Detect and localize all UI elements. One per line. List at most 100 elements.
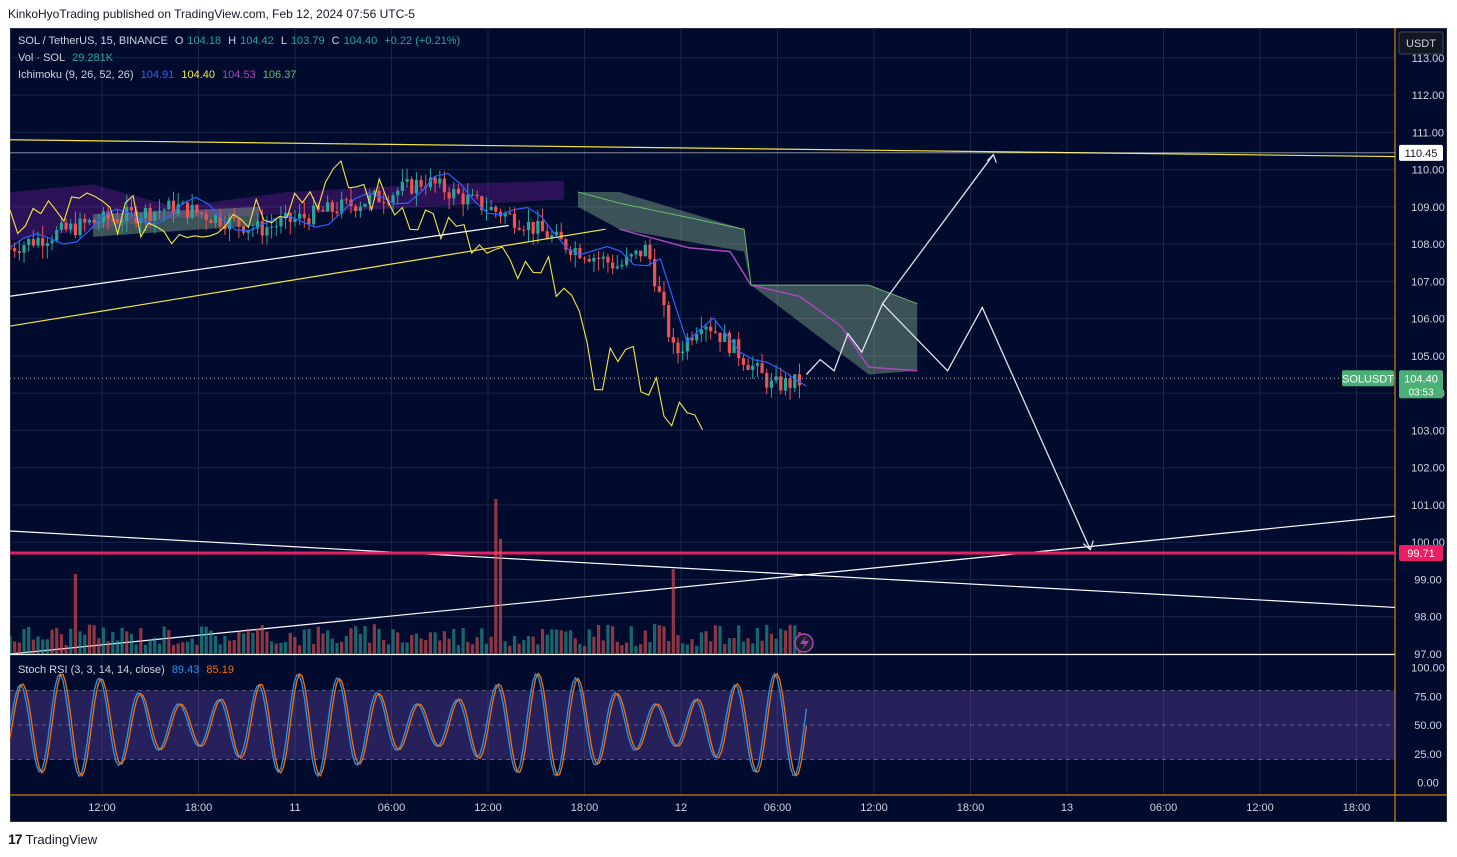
- projection-path-alt: [881, 154, 994, 305]
- candle-body: [45, 243, 49, 246]
- candle-body: [783, 378, 788, 391]
- candle-body: [69, 223, 73, 230]
- volume-bar: [55, 627, 59, 654]
- candle-body: [195, 204, 199, 213]
- volume-bar: [396, 632, 400, 654]
- candle-body: [769, 380, 774, 388]
- chikou-line: [10, 159, 703, 431]
- volume-bar: [424, 640, 428, 654]
- candle-body: [265, 227, 269, 236]
- candle-body: [115, 219, 120, 223]
- candle-body: [204, 213, 208, 220]
- candle-body: [536, 220, 540, 234]
- candle-body: [368, 195, 372, 204]
- candle-body: [344, 199, 348, 201]
- volume-bar: [13, 641, 17, 654]
- volume-bar: [293, 636, 297, 654]
- volume-bar: [326, 630, 330, 654]
- ichimoku-legend[interactable]: Ichimoku (9, 26, 52, 26) 104.91 104.40 1…: [18, 69, 300, 81]
- ichimoku-spanb-value: 104.53: [222, 69, 256, 81]
- time-tick-label: 12:00: [860, 802, 888, 814]
- candle-body: [171, 200, 176, 214]
- candle-body: [162, 209, 166, 211]
- volume-bar: [106, 641, 110, 654]
- candle-body: [727, 332, 731, 353]
- volume-bar: [587, 629, 591, 654]
- symbol-name[interactable]: SOL / TetherUS, 15, BINANCE: [18, 35, 168, 47]
- candle-body: [508, 213, 512, 215]
- volume-bar: [143, 644, 148, 654]
- level-support-badge-bg: [1399, 545, 1443, 562]
- chart-canvas[interactable]: 113.00112.00111.00110.00109.00108.00107.…: [10, 28, 1447, 822]
- stoch-d-line: [10, 672, 808, 778]
- projection-arrowhead-alt: [986, 153, 997, 163]
- volume-bar: [610, 626, 615, 654]
- candle-body: [657, 286, 661, 292]
- low-value: 103.79: [290, 35, 325, 47]
- candle-body: [97, 222, 101, 224]
- volume-legend[interactable]: Vol · SOL 29.281K: [18, 52, 117, 64]
- candles: [10, 168, 802, 400]
- symbol-tag-badge: SOLUSDT: [1342, 370, 1394, 387]
- candle-body: [797, 374, 802, 386]
- volume-bar: [167, 630, 171, 654]
- last-price-badge: [1399, 370, 1443, 399]
- volume-bar: [470, 644, 475, 654]
- candle-body: [241, 226, 246, 233]
- candle-body: [610, 262, 615, 269]
- candle-body: [760, 363, 764, 374]
- candle-body: [213, 215, 218, 223]
- stoch-legend[interactable]: Stoch RSI (3, 3, 14, 14, close) 89.43 85…: [18, 664, 238, 676]
- volume-bar: [195, 644, 199, 654]
- level-support-badge: 99.71: [1399, 545, 1443, 562]
- candle-body: [209, 219, 213, 223]
- footer-label: TradingView: [25, 831, 98, 847]
- volume-bar: [475, 637, 479, 654]
- volume-bar: [676, 635, 680, 654]
- trend-line-yellow-resistance: [10, 139, 1396, 158]
- price-tick-label: 109.00: [1411, 202, 1445, 214]
- volume-bar: [284, 641, 288, 654]
- candle-body: [307, 218, 311, 225]
- candle-body: [685, 337, 689, 352]
- time-tick-label: 12:00: [88, 802, 116, 814]
- countdown-text: 03:53: [1408, 387, 1433, 398]
- volume-bar: [125, 631, 129, 654]
- price-tick-label: 107.00: [1411, 276, 1445, 288]
- candle-body: [629, 254, 633, 257]
- volume-bar: [592, 636, 596, 654]
- candle-body: [774, 376, 778, 381]
- candle-body: [157, 210, 162, 212]
- candle-body: [634, 250, 638, 255]
- high-label: H: [228, 35, 237, 47]
- volume-bar: [22, 628, 26, 654]
- time-tick-label: 18:00: [185, 802, 213, 814]
- close-value: 104.40: [343, 35, 378, 47]
- lightning-icon[interactable]: [794, 633, 814, 653]
- candle-body: [101, 211, 106, 223]
- candle-body: [340, 199, 344, 214]
- volume-bar: [442, 631, 447, 654]
- ichimoku-tenkan-value: 104.91: [140, 69, 175, 81]
- candle-body: [330, 202, 334, 212]
- volume-bar: [372, 624, 376, 654]
- candle-body: [639, 250, 643, 257]
- volume-bar: [316, 626, 320, 654]
- candle-body: [755, 363, 760, 366]
- volume-bar: [157, 643, 162, 654]
- volume-bar: [269, 641, 274, 654]
- volume-bar: [97, 638, 101, 654]
- candle-body: [269, 226, 274, 228]
- candle-body: [568, 249, 573, 256]
- candle-body: [723, 332, 727, 342]
- volume-bar: [648, 642, 652, 654]
- price-tick-label: 112.00: [1412, 90, 1445, 102]
- currency-badge: USDT: [1398, 31, 1444, 55]
- volume-bar: [223, 635, 227, 654]
- volume-bar: [559, 630, 563, 654]
- candle-body: [461, 193, 465, 205]
- volume-bar: [498, 539, 503, 654]
- trend-line-white-descending: [10, 530, 1396, 609]
- volume-bar: [601, 640, 605, 654]
- volume-bar: [606, 624, 610, 654]
